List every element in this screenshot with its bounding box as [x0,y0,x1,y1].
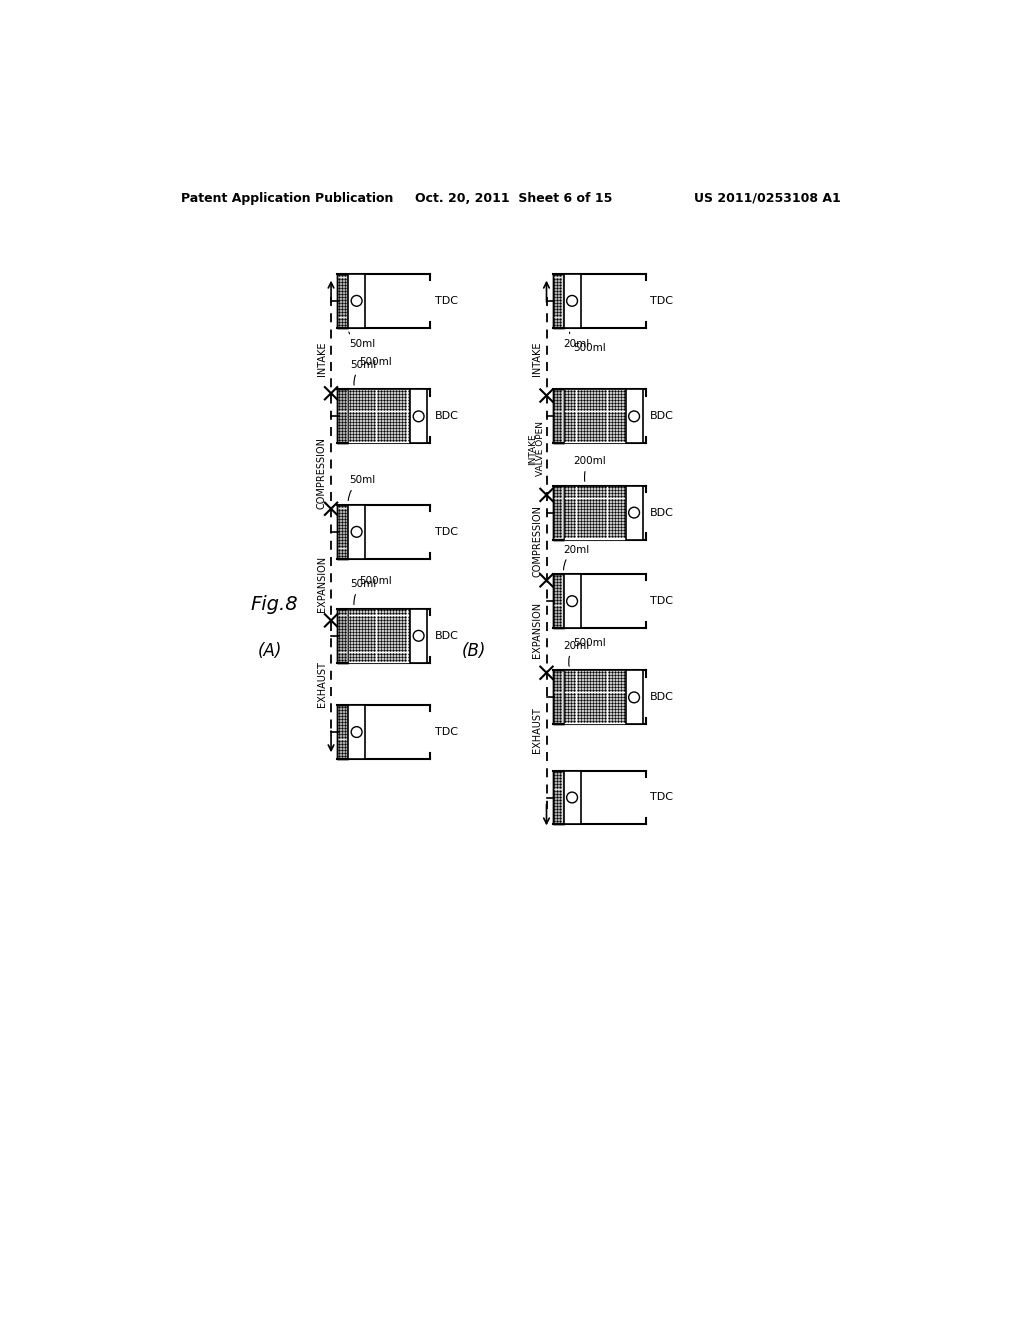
Bar [626,486,643,540]
Text: 50ml: 50ml [350,579,377,605]
Text: TDC: TDC [435,527,458,537]
Text: BDC: BDC [435,631,459,640]
Text: 500ml: 500ml [359,356,392,367]
Bar [337,609,348,663]
Circle shape [629,692,640,702]
Text: 50ml: 50ml [348,475,375,500]
Text: INTAKE: INTAKE [528,433,537,465]
Bar [348,506,366,558]
Text: INTAKE: INTAKE [316,342,327,376]
Bar [348,389,410,444]
Text: 50ml: 50ml [349,333,375,348]
Text: EXHAUST: EXHAUST [532,708,542,754]
Text: EXHAUST: EXHAUST [316,661,327,708]
Text: 20ml: 20ml [563,545,589,570]
Text: Patent Application Publication: Patent Application Publication [180,191,393,205]
Text: 50ml: 50ml [350,360,377,385]
Text: BDC: BDC [650,508,674,517]
Circle shape [629,411,640,422]
Bar [553,275,563,327]
Bar [563,486,626,540]
Circle shape [351,296,362,306]
Bar [563,771,581,825]
Bar [553,486,563,540]
Bar [337,609,348,663]
Text: 500ml: 500ml [359,577,392,586]
Bar [626,671,643,725]
Bar [337,506,348,558]
Circle shape [414,411,424,422]
Bar [553,671,563,725]
Bar [553,771,563,825]
Text: US 2011/0253108 A1: US 2011/0253108 A1 [693,191,841,205]
Bar [553,275,563,327]
Circle shape [566,792,578,803]
Text: COMPRESSION: COMPRESSION [316,437,327,508]
Bar [553,389,563,444]
Circle shape [566,296,578,306]
Bar [553,671,563,725]
Circle shape [566,595,578,607]
Bar [337,275,348,327]
Text: (A): (A) [258,643,283,660]
Circle shape [351,527,362,537]
Bar [410,389,427,444]
Bar [337,275,348,327]
Text: VALVE OPEN: VALVE OPEN [536,421,545,477]
Text: BDC: BDC [650,693,674,702]
Text: 500ml: 500ml [572,343,605,352]
Bar [563,275,581,327]
Bar [348,609,410,663]
Bar [337,506,348,558]
Text: INTAKE: INTAKE [532,342,542,376]
Text: COMPRESSION: COMPRESSION [532,506,542,577]
Text: TDC: TDC [435,296,458,306]
Text: 20ml: 20ml [563,333,589,348]
Circle shape [351,726,362,738]
Text: TDC: TDC [650,597,674,606]
Text: TDC: TDC [435,727,458,737]
Bar [563,389,638,444]
Bar [553,771,563,825]
Text: EXPANSION: EXPANSION [532,602,542,657]
Bar [337,389,348,444]
Text: TDC: TDC [650,792,674,803]
Text: 20ml: 20ml [563,642,589,667]
Text: Oct. 20, 2011  Sheet 6 of 15: Oct. 20, 2011 Sheet 6 of 15 [415,191,612,205]
Bar [626,389,643,444]
Bar [563,671,638,725]
Text: (B): (B) [461,643,485,660]
Bar [348,389,423,444]
Bar [348,705,366,759]
Bar [337,705,348,759]
Bar [553,389,563,444]
Text: Fig.8: Fig.8 [251,595,298,615]
Circle shape [414,631,424,642]
Text: 200ml: 200ml [572,457,605,482]
Bar [337,705,348,759]
Bar [553,486,563,540]
Text: BDC: BDC [650,412,674,421]
Bar [563,486,638,540]
Bar [348,275,366,327]
Bar [348,609,423,663]
Bar [410,609,427,663]
Text: TDC: TDC [650,296,674,306]
Bar [563,574,581,628]
Bar [553,574,563,628]
Bar [563,389,626,444]
Bar [553,574,563,628]
Circle shape [629,507,640,517]
Bar [563,671,626,725]
Text: 500ml: 500ml [573,638,606,648]
Text: BDC: BDC [435,412,459,421]
Text: EXPANSION: EXPANSION [316,556,327,612]
Bar [337,389,348,444]
